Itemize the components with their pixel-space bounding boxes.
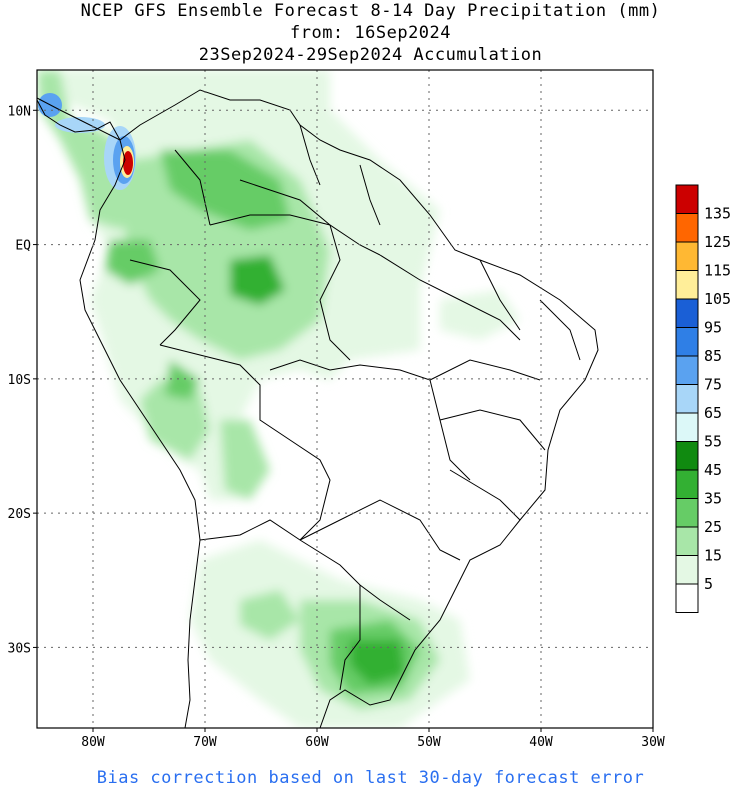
lon-tick-label: 70W: [193, 735, 217, 750]
lon-tick-label: 40W: [529, 735, 553, 750]
colorbar-swatch: [675, 384, 699, 414]
colorbar-label: 5: [704, 575, 713, 593]
colorbar-label: 105: [704, 290, 731, 308]
colorbar-label: 95: [704, 319, 722, 337]
lat-tick-label: 20S: [8, 507, 31, 522]
colorbar-swatch: [675, 270, 699, 300]
colorbar-label: 45: [704, 461, 722, 479]
colorbar-swatch: [675, 498, 699, 528]
lat-lon-grid: [37, 70, 653, 728]
lat-tick-label: EQ: [15, 239, 31, 254]
lat-tick-label: 10S: [8, 373, 31, 388]
colorbar-swatch: [675, 241, 699, 271]
accumulation-period: 23Sep2024-29Sep2024 Accumulation: [198, 45, 543, 65]
colorbar-label: 25: [704, 518, 722, 536]
lon-tick-label: 50W: [417, 735, 441, 750]
lat-tick-label: 10N: [8, 104, 31, 119]
colorbar-label: 35: [704, 490, 722, 508]
colorbar-swatch: [675, 412, 699, 442]
lon-tick-label: 80W: [81, 735, 105, 750]
precipitation-shading: [37, 70, 520, 728]
colorbar-label: 135: [704, 205, 731, 223]
forecast-issue-date: from: 16Sep2024: [289, 23, 452, 43]
colorbar-label: 125: [704, 233, 731, 251]
lon-tick-label: 30W: [641, 735, 665, 750]
colorbar-swatch: [675, 555, 699, 585]
colorbar-label: 15: [704, 547, 722, 565]
map-title: NCEP GFS Ensemble Forecast 8-14 Day Prec…: [80, 1, 661, 21]
colorbar-label: 85: [704, 347, 722, 365]
colorbar-label: 65: [704, 404, 722, 422]
colorbar-swatch: [675, 469, 699, 499]
map-frame: [36, 69, 654, 729]
colorbar-swatch: [675, 526, 699, 556]
lon-tick-label: 60W: [305, 735, 329, 750]
map-axes: 10N EQ 10S 20S 30S 80W 70W 60W 50W 40W 30W: [8, 104, 665, 750]
colorbar-label: 55: [704, 433, 722, 451]
colorbar-swatch: [675, 583, 699, 613]
colorbar-swatch: [675, 184, 699, 214]
lat-tick-label: 30S: [8, 641, 31, 656]
colorbar-swatch: [675, 298, 699, 328]
colorbar-swatch: [675, 355, 699, 385]
colorbar-label: 115: [704, 262, 731, 280]
colorbar-label: 75: [704, 376, 722, 394]
colorbar-swatch: [675, 213, 699, 243]
bias-correction-note: Bias correction based on last 30-day for…: [96, 768, 645, 788]
colorbar-swatch: [675, 441, 699, 471]
colorbar-swatch: [675, 327, 699, 357]
colorbar: 135 125 115 105 95 85 75 65 55 45 35 25 15 5: [675, 184, 731, 613]
